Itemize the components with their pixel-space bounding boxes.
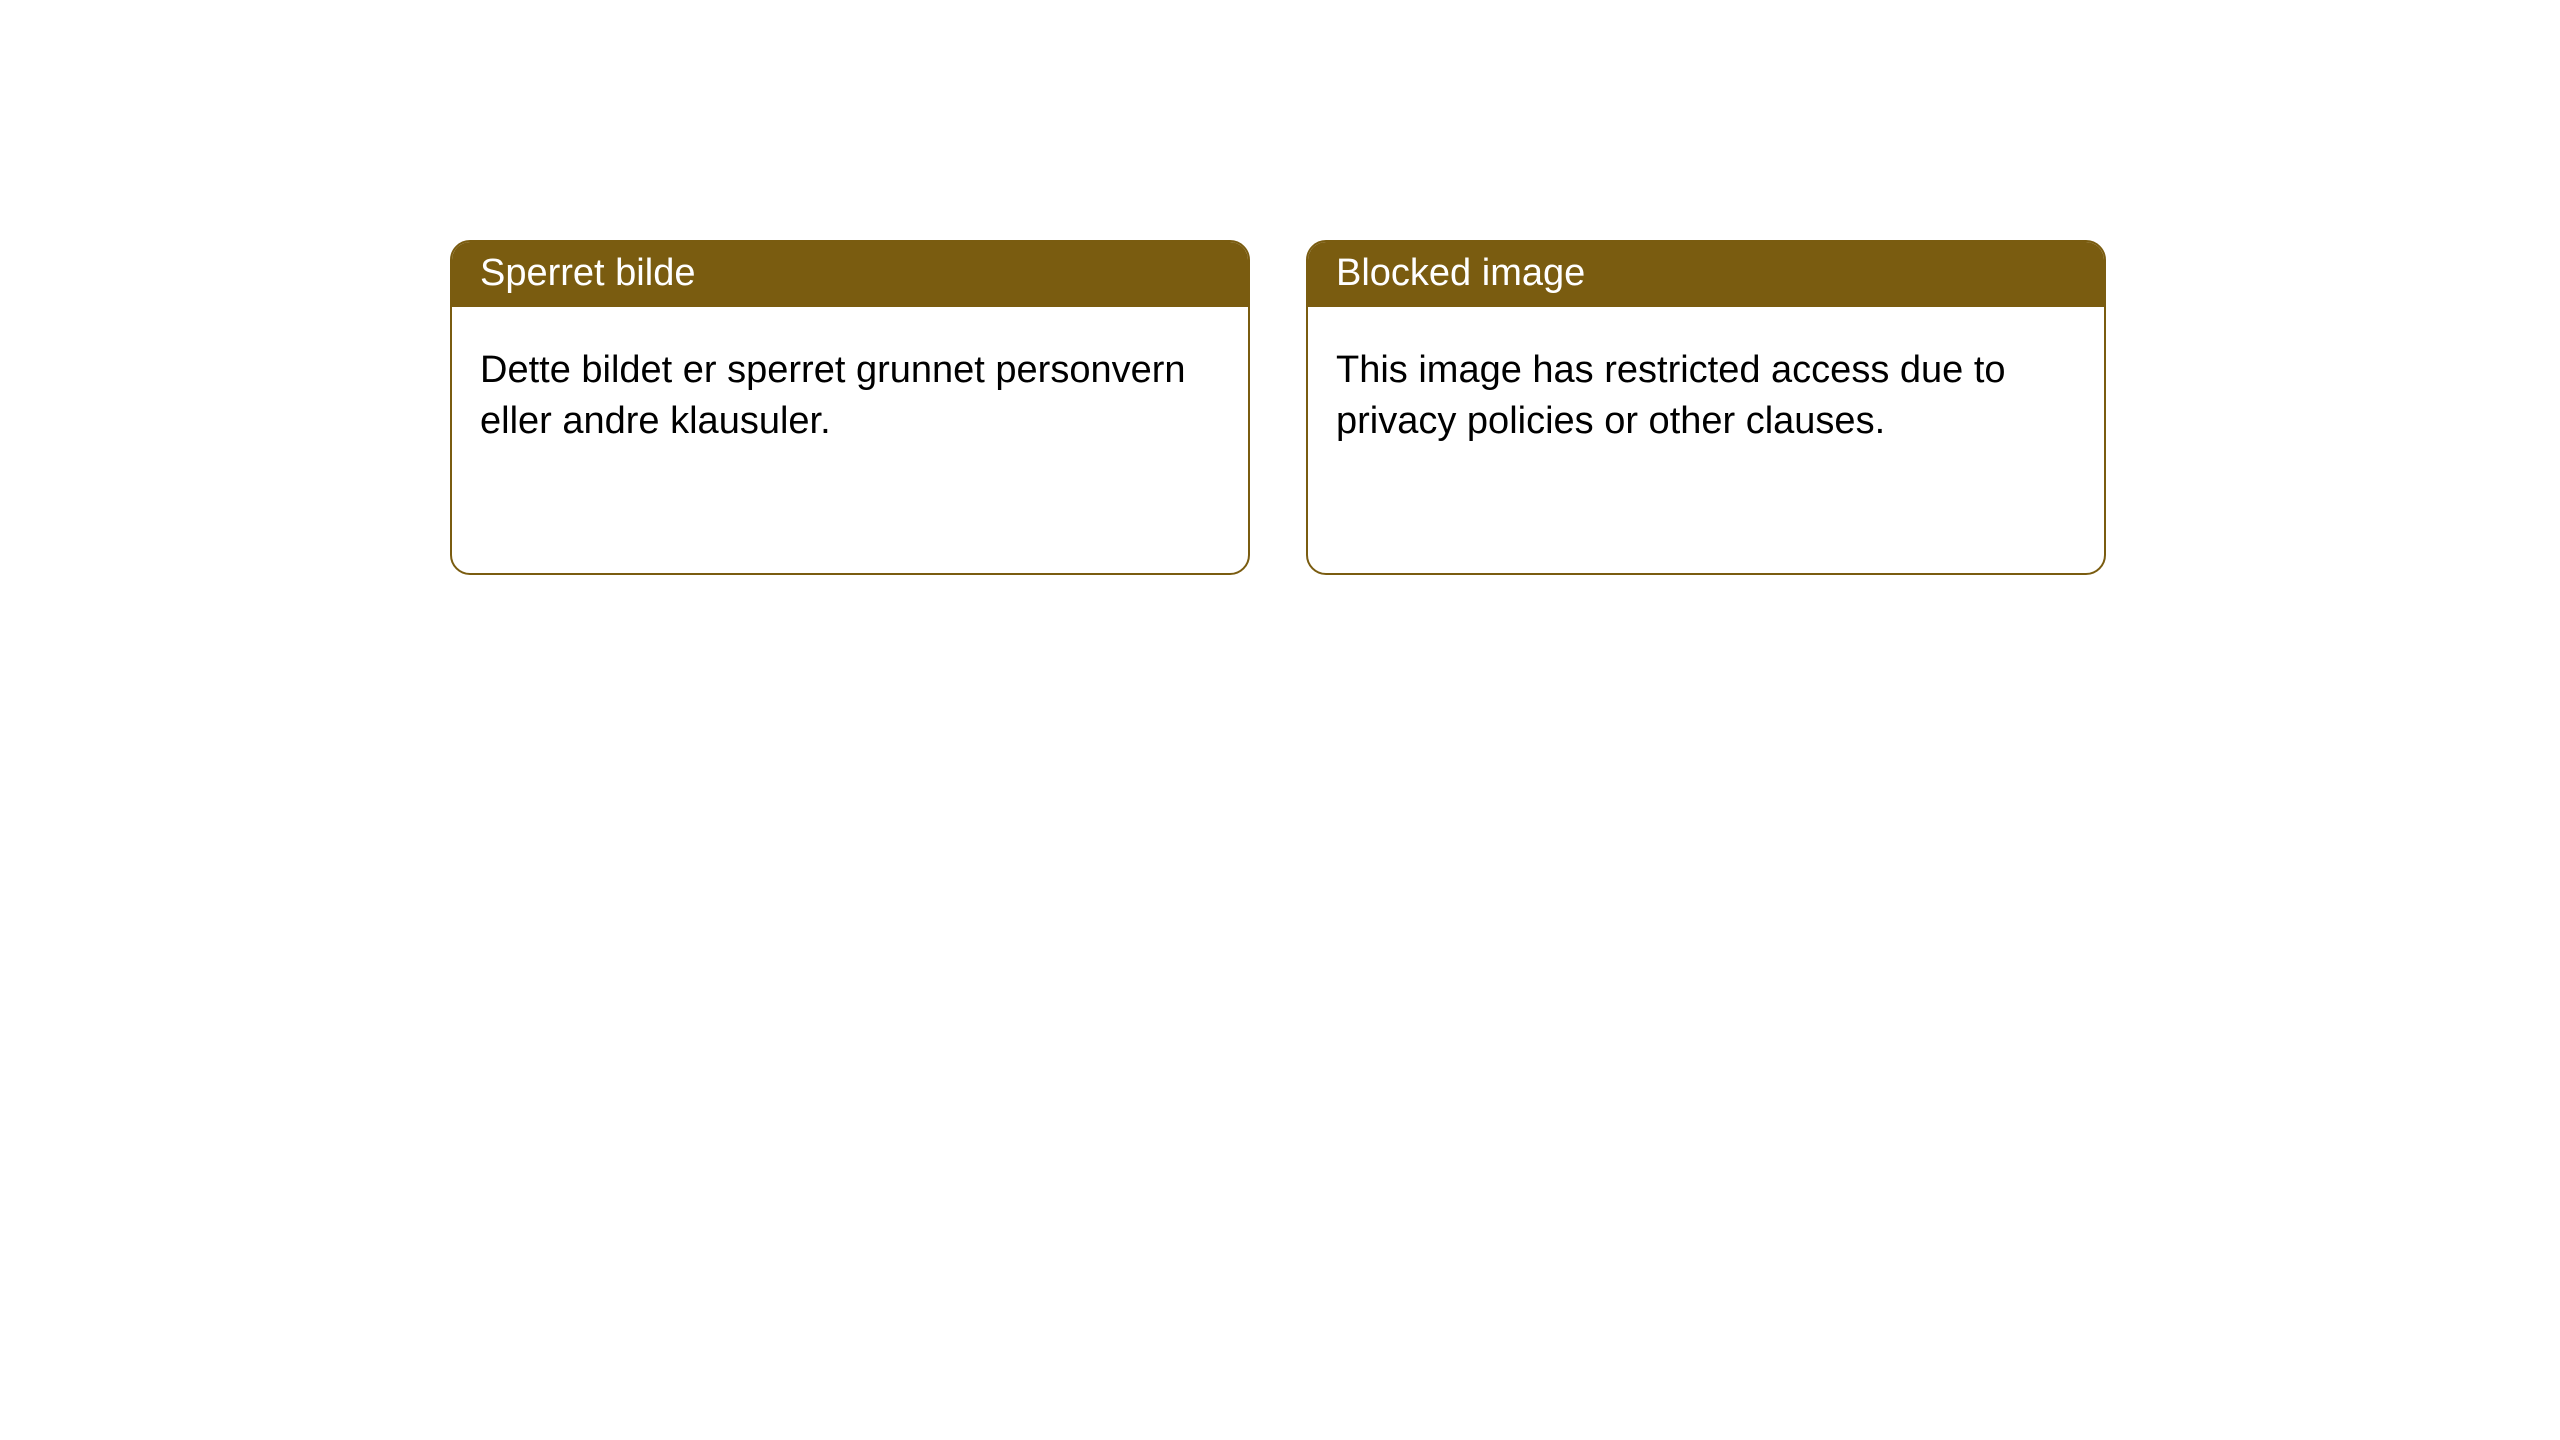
card-body-text: Dette bildet er sperret grunnet personve… (480, 349, 1186, 442)
blocked-image-card-norwegian: Sperret bilde Dette bildet er sperret gr… (450, 240, 1250, 575)
notice-container: Sperret bilde Dette bildet er sperret gr… (0, 0, 2560, 575)
card-header: Sperret bilde (452, 242, 1248, 307)
card-body: Dette bildet er sperret grunnet personve… (452, 307, 1248, 486)
card-body-text: This image has restricted access due to … (1336, 349, 2006, 442)
card-body: This image has restricted access due to … (1308, 307, 2104, 486)
blocked-image-card-english: Blocked image This image has restricted … (1306, 240, 2106, 575)
card-title: Blocked image (1336, 252, 1585, 294)
card-title: Sperret bilde (480, 252, 695, 294)
card-header: Blocked image (1308, 242, 2104, 307)
